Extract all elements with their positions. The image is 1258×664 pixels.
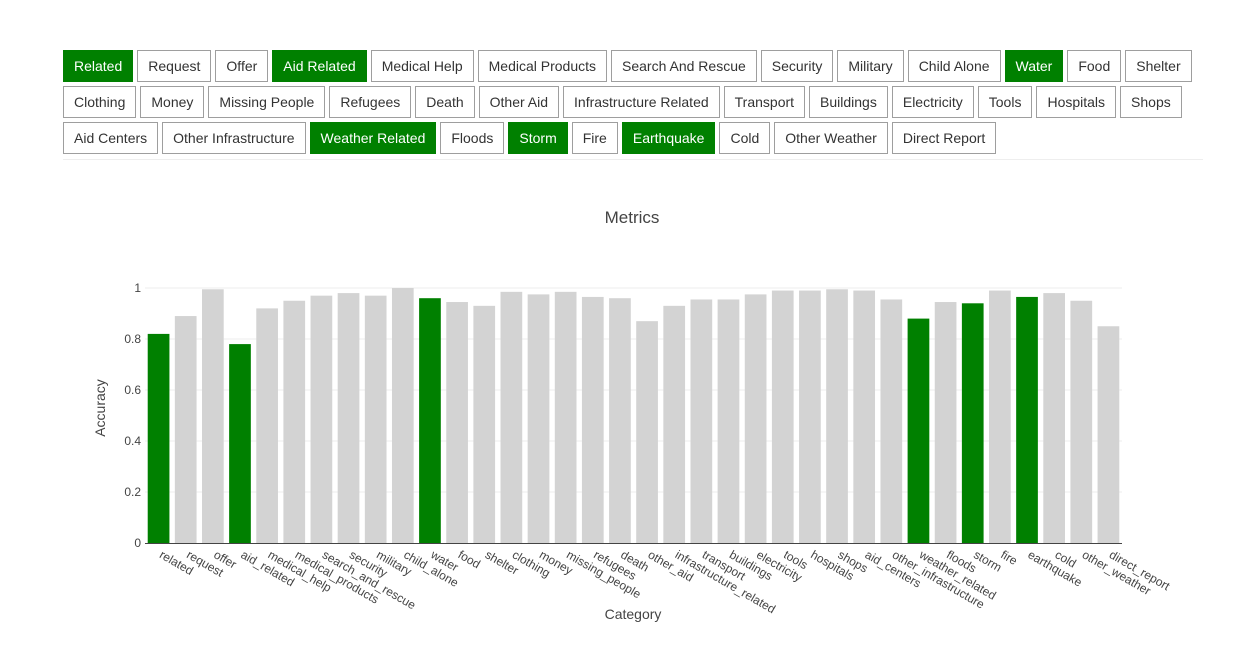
bar-shops[interactable] [826, 289, 848, 543]
bar-medical-products[interactable] [283, 300, 306, 543]
bar-child-alone[interactable] [391, 288, 414, 543]
bar-aid-related[interactable] [229, 344, 251, 543]
category-toggle-button[interactable]: Related [63, 50, 134, 82]
category-toggle-button[interactable]: Water [1004, 50, 1064, 82]
bar-hospitals[interactable] [799, 290, 821, 543]
bar-other-weather[interactable] [1070, 300, 1093, 543]
category-toggle-button[interactable]: Buildings [809, 86, 888, 118]
bar-tools[interactable] [771, 290, 794, 543]
category-toggle-button[interactable]: Earthquake [621, 122, 716, 154]
chart-title: Metrics [605, 208, 660, 227]
category-toggle-button[interactable]: Infrastructure Related [563, 86, 720, 118]
bar-floods[interactable] [934, 302, 957, 543]
category-toggle-button[interactable]: Search And Rescue [611, 50, 757, 82]
bar-refugees[interactable] [581, 296, 604, 543]
category-toggle-button[interactable]: Military [837, 50, 904, 82]
y-tick-label: 0.4 [124, 434, 141, 448]
bar-aid-centers[interactable] [853, 290, 876, 543]
bar-search-and-rescue[interactable] [310, 295, 333, 543]
x-tick-label: food [456, 547, 483, 571]
category-toggle-button[interactable]: Floods [440, 122, 505, 154]
bar-series [147, 288, 1120, 543]
bar-request[interactable] [174, 316, 197, 543]
bar-medical-help[interactable] [256, 308, 278, 543]
bar-other-infrastructure[interactable] [880, 299, 903, 543]
bar-cold[interactable] [1043, 293, 1066, 543]
bar-shelter[interactable] [473, 305, 496, 543]
category-toggle-button[interactable]: Refugees [329, 86, 412, 118]
tag-row: Related Request Offer Aid Related Medical He… [63, 50, 1203, 82]
category-toggle-button[interactable]: Shelter [1125, 50, 1192, 82]
bar-missing-people[interactable] [554, 291, 577, 543]
category-toggle-button[interactable]: Food [1067, 50, 1122, 82]
category-toggle-button[interactable]: Aid Related [272, 50, 367, 82]
category-toggle-button[interactable]: Death [415, 86, 475, 118]
tag-row: Clothing Money Missing People Refugees Death… [63, 86, 1203, 118]
category-toggle-button[interactable]: Direct Report [891, 122, 997, 154]
y-axis-label: Accuracy [92, 379, 108, 437]
x-tick-label: storm [971, 547, 1004, 574]
category-toggle-button[interactable]: Aid Centers [63, 122, 159, 154]
bar-direct-report[interactable] [1097, 326, 1120, 543]
category-toggle-button[interactable]: Offer [215, 50, 269, 82]
bar-buildings[interactable] [717, 299, 740, 543]
bar-food[interactable] [446, 302, 468, 543]
bar-transport[interactable] [690, 299, 713, 543]
bar-clothing[interactable] [500, 291, 523, 543]
bar-death[interactable] [609, 298, 631, 543]
category-toggle-button[interactable]: Weather Related [309, 122, 437, 154]
category-toggle-button[interactable]: Request [137, 50, 212, 82]
bar-storm[interactable] [961, 303, 984, 543]
x-axis-label: Category [605, 606, 662, 622]
category-toggle-button[interactable]: Other Infrastructure [162, 122, 306, 154]
category-toggle-button[interactable]: Shops [1120, 86, 1182, 118]
category-toggle-button[interactable]: Medical Help [370, 50, 474, 82]
category-toggle-button[interactable]: Money [140, 86, 205, 118]
category-toggle-button[interactable]: Child Alone [907, 50, 1001, 82]
category-toggle-button[interactable]: Storm [508, 122, 568, 154]
category-toggle-button[interactable]: Other Weather [774, 122, 888, 154]
bar-security[interactable] [337, 293, 360, 543]
bar-offer[interactable] [201, 289, 224, 543]
category-toggle-button[interactable]: Electricity [891, 86, 974, 118]
y-tick-labels: 0 0.2 0.4 0.6 0.8 1 [124, 281, 141, 550]
category-toggle-button[interactable]: Other Aid [478, 86, 560, 118]
category-toggle-button[interactable]: Clothing [63, 86, 137, 118]
category-filter-panel: Related Request Offer Aid Related Medical He… [63, 50, 1203, 160]
bar-infrastructure-related[interactable] [663, 305, 686, 543]
bar-fire[interactable] [989, 290, 1011, 543]
y-tick-label: 0.6 [124, 383, 141, 397]
category-toggle-button[interactable]: Hospitals [1036, 86, 1117, 118]
bar-earthquake[interactable] [1016, 296, 1038, 543]
bar-water[interactable] [419, 298, 441, 543]
bar-military[interactable] [364, 295, 387, 543]
y-gridlines [145, 287, 1122, 493]
category-toggle-button[interactable]: Cold [719, 122, 771, 154]
bar-weather-related[interactable] [907, 318, 930, 543]
bar-money[interactable] [527, 294, 550, 543]
category-toggle-button[interactable]: Missing People [208, 86, 326, 118]
category-toggle-button[interactable]: Transport [723, 86, 806, 118]
y-tick-label: 0.8 [124, 332, 141, 346]
category-toggle-button[interactable]: Security [760, 50, 834, 82]
category-toggle-button[interactable]: Tools [977, 86, 1033, 118]
y-tick-label: 1 [134, 281, 141, 295]
y-tick-label: 0 [134, 536, 141, 550]
bar-electricity[interactable] [744, 294, 767, 543]
tag-row: Aid Centers Other Infrastructure Weather R… [63, 122, 1203, 154]
category-toggle-button[interactable]: Medical Products [477, 50, 608, 82]
y-tick-label: 0.2 [124, 485, 141, 499]
category-toggle-button[interactable]: Fire [571, 122, 618, 154]
bar-related[interactable] [147, 333, 170, 543]
bar-other-aid[interactable] [636, 321, 658, 543]
